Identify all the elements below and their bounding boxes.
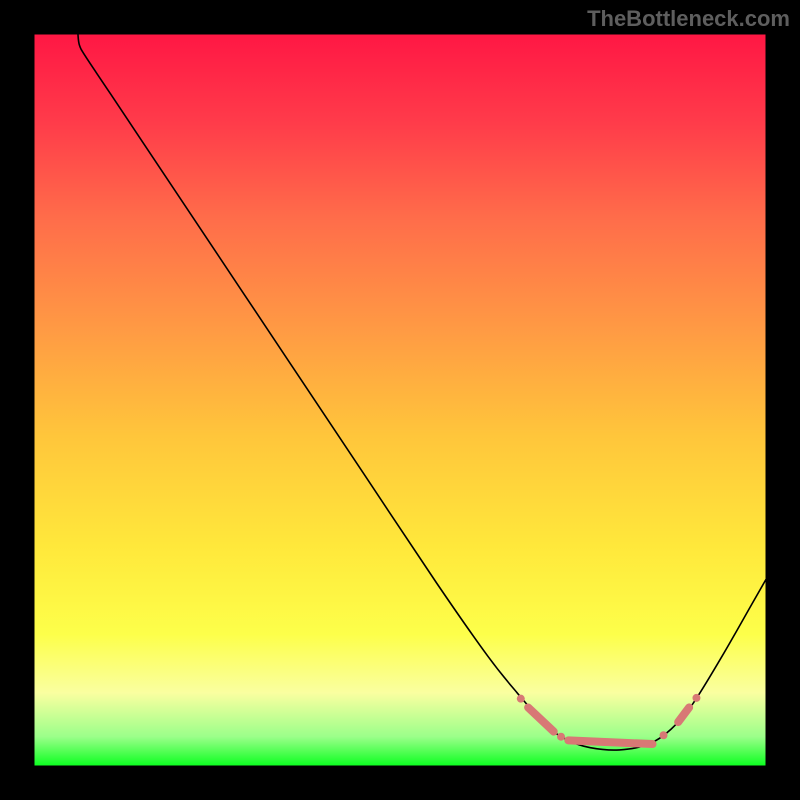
watermark-text: TheBottleneck.com <box>587 6 790 32</box>
bottleneck-chart <box>0 0 800 800</box>
